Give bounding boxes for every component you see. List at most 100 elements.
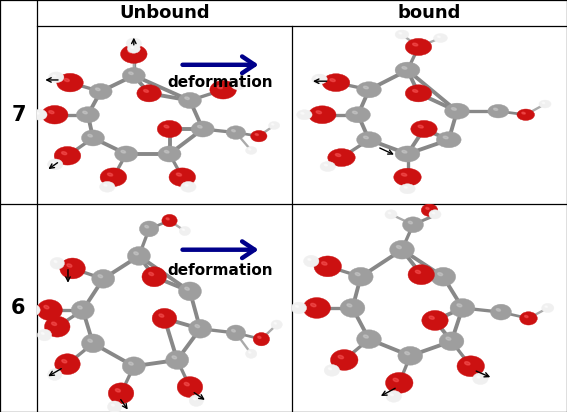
Ellipse shape [49, 111, 54, 114]
Circle shape [152, 309, 177, 328]
Ellipse shape [401, 173, 407, 176]
Circle shape [48, 369, 62, 380]
Ellipse shape [104, 185, 107, 186]
Ellipse shape [62, 360, 67, 363]
Ellipse shape [464, 362, 470, 365]
Circle shape [398, 346, 422, 365]
Ellipse shape [316, 77, 319, 78]
Circle shape [403, 217, 424, 233]
Ellipse shape [36, 112, 39, 114]
Ellipse shape [272, 124, 274, 125]
Circle shape [390, 240, 414, 259]
Circle shape [71, 301, 94, 319]
Circle shape [251, 131, 267, 142]
Text: Unbound: Unbound [119, 4, 210, 22]
Circle shape [386, 372, 413, 393]
Circle shape [357, 132, 382, 148]
Circle shape [386, 391, 401, 402]
Ellipse shape [184, 382, 189, 386]
Circle shape [139, 221, 159, 237]
Ellipse shape [545, 306, 547, 307]
Ellipse shape [52, 372, 54, 374]
Ellipse shape [438, 273, 443, 276]
Circle shape [393, 168, 421, 186]
Circle shape [126, 38, 141, 49]
Ellipse shape [524, 316, 528, 318]
Ellipse shape [408, 221, 412, 224]
Circle shape [457, 356, 484, 377]
Circle shape [179, 92, 201, 108]
Ellipse shape [338, 356, 344, 359]
Circle shape [37, 300, 62, 321]
Text: 7: 7 [11, 105, 26, 125]
Circle shape [297, 110, 312, 120]
Circle shape [177, 377, 202, 398]
Circle shape [48, 159, 63, 170]
Circle shape [137, 85, 162, 102]
Circle shape [408, 265, 434, 285]
Ellipse shape [438, 36, 440, 37]
Ellipse shape [328, 368, 332, 370]
Circle shape [437, 132, 461, 148]
Ellipse shape [274, 323, 276, 324]
Circle shape [400, 184, 415, 194]
Ellipse shape [83, 111, 87, 114]
Circle shape [346, 107, 370, 123]
Ellipse shape [88, 339, 92, 342]
Ellipse shape [311, 303, 316, 307]
Circle shape [115, 146, 138, 162]
Circle shape [169, 168, 196, 187]
Circle shape [541, 303, 554, 313]
Circle shape [253, 332, 269, 346]
Ellipse shape [321, 262, 327, 265]
Circle shape [122, 357, 145, 376]
Circle shape [100, 168, 126, 187]
Circle shape [405, 38, 431, 56]
Circle shape [231, 79, 246, 90]
Circle shape [226, 325, 246, 341]
Circle shape [89, 84, 112, 100]
Ellipse shape [413, 89, 418, 92]
Ellipse shape [363, 136, 369, 139]
Circle shape [303, 255, 319, 267]
Ellipse shape [67, 264, 72, 267]
Circle shape [322, 74, 350, 91]
Ellipse shape [128, 50, 133, 53]
Ellipse shape [347, 304, 352, 307]
Ellipse shape [235, 82, 238, 84]
Circle shape [434, 33, 447, 42]
Text: bound: bound [398, 4, 461, 22]
FancyArrowPatch shape [183, 56, 255, 73]
Circle shape [473, 373, 488, 384]
Circle shape [291, 302, 307, 314]
Circle shape [320, 162, 336, 171]
Circle shape [108, 401, 122, 412]
Ellipse shape [44, 305, 49, 309]
Circle shape [181, 181, 196, 192]
Circle shape [539, 100, 551, 108]
Ellipse shape [164, 125, 169, 128]
Ellipse shape [52, 322, 57, 325]
Circle shape [166, 351, 189, 369]
Ellipse shape [145, 225, 149, 228]
Circle shape [128, 247, 150, 265]
Ellipse shape [166, 218, 169, 220]
Circle shape [422, 311, 448, 330]
Ellipse shape [231, 130, 235, 132]
Circle shape [421, 204, 438, 216]
Ellipse shape [112, 404, 115, 406]
Ellipse shape [129, 362, 133, 365]
Circle shape [348, 267, 373, 286]
Ellipse shape [418, 125, 424, 128]
Ellipse shape [432, 212, 435, 214]
Ellipse shape [176, 173, 181, 176]
Circle shape [429, 210, 441, 219]
Circle shape [357, 82, 382, 98]
Ellipse shape [134, 252, 138, 255]
Ellipse shape [330, 79, 335, 82]
Circle shape [92, 269, 115, 288]
Circle shape [328, 149, 356, 166]
Ellipse shape [164, 150, 169, 153]
Circle shape [142, 267, 167, 287]
Circle shape [395, 146, 420, 162]
